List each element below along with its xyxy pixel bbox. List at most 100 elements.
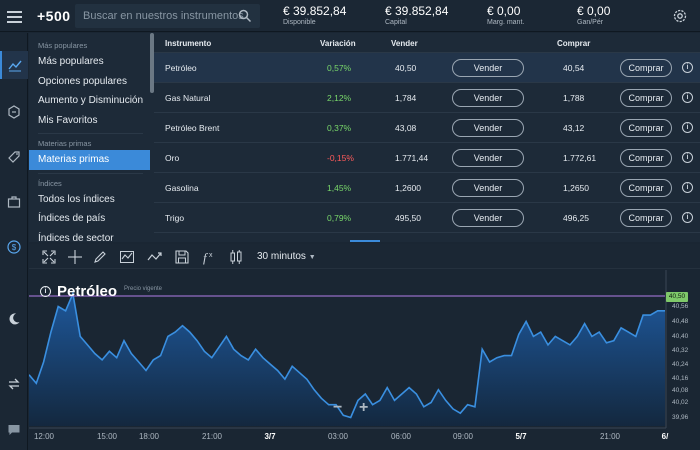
candles-icon[interactable]	[228, 249, 244, 265]
sell-button[interactable]: Vender	[452, 149, 524, 167]
swap-button[interactable]	[0, 373, 28, 395]
chat-button[interactable]	[0, 419, 28, 441]
y-tick-label: 40,16	[672, 375, 689, 382]
search-icon[interactable]	[238, 9, 252, 23]
zoom-out-button[interactable]: −	[333, 399, 343, 416]
x-tick-label: 15:00	[97, 432, 118, 441]
menu-item-rise-fall[interactable]: Aumento y Disminución	[38, 95, 144, 106]
stat-available: € 39.852,84 Disponible	[283, 4, 346, 26]
buy-button[interactable]: Comprar	[620, 119, 672, 137]
buy-button[interactable]: Comprar	[620, 149, 672, 167]
instrument-name: Gas Natural	[165, 93, 211, 103]
sell-button[interactable]: Vender	[452, 119, 524, 137]
menu-item-popular[interactable]: Más populares	[38, 56, 104, 67]
dollar-icon: $	[7, 240, 21, 254]
column-sell[interactable]: Vender	[391, 39, 418, 48]
fullscreen-icon[interactable]	[41, 249, 57, 265]
menu-divider	[38, 133, 143, 134]
menu-item-sector-indices[interactable]: Índices de sector	[38, 232, 114, 243]
column-change[interactable]: Variación	[320, 39, 356, 48]
stat-profit-loss: € 0,00 Gan/Pér	[577, 4, 610, 26]
sell-button[interactable]: Vender	[452, 59, 524, 77]
info-icon[interactable]: i	[682, 122, 693, 133]
change-value: 2,12%	[327, 93, 352, 103]
svg-text:$: $	[12, 243, 17, 252]
x-tick-label: 21:00	[600, 432, 621, 441]
chevron-down-icon: ▼	[308, 254, 316, 261]
nav-rail: $	[0, 33, 28, 450]
menu-item-commodities[interactable]: Materias primas	[29, 150, 150, 170]
buy-button[interactable]: Comprar	[620, 59, 672, 77]
info-icon[interactable]: i	[40, 286, 51, 297]
x-tick-label: 6/	[662, 432, 669, 441]
save-icon[interactable]	[174, 249, 190, 265]
table-scroll-indicator	[350, 240, 380, 242]
svg-text:f: f	[203, 250, 209, 265]
y-tick-label: 40,40	[672, 333, 689, 340]
timeframe-value: 30 minutos	[257, 251, 306, 262]
chart-canvas[interactable]: 40,56 40,48 40,40 40,32 40,24 40,16 40,08 40,02…	[29, 270, 700, 450]
scroll-thumb[interactable]	[150, 33, 154, 93]
buy-button[interactable]: Comprar	[620, 179, 672, 197]
menu-item-country-indices[interactable]: Índices de país	[38, 213, 106, 224]
chart-instrument-name: Petróleo	[57, 283, 118, 300]
price-area	[29, 293, 665, 426]
crosshair-icon[interactable]	[67, 249, 83, 265]
buy-button[interactable]: Comprar	[620, 209, 672, 227]
column-buy[interactable]: Comprar	[557, 39, 591, 48]
nav-portfolio[interactable]	[0, 188, 28, 216]
y-tick-label: 40,02	[672, 399, 689, 406]
swap-icon	[8, 378, 20, 390]
instrument-name: Trigo	[165, 213, 185, 223]
nav-tag[interactable]	[0, 143, 28, 171]
timeframe-select[interactable]: 30 minutos ▼	[257, 251, 316, 262]
table-row[interactable]: Petróleo 0,57% 40,50 Vender 40,54 Comprar i	[154, 53, 700, 83]
sell-price: 1.771,44	[395, 153, 429, 163]
pencil-icon[interactable]	[92, 249, 108, 265]
instrument-name: Petróleo Brent	[165, 123, 220, 133]
column-instrument[interactable]: Instrumento	[165, 39, 212, 48]
nav-chart[interactable]	[0, 51, 28, 79]
menu-item-favorites[interactable]: Mis Favoritos	[38, 114, 98, 126]
nav-dollar[interactable]: $	[0, 233, 28, 261]
info-icon[interactable]: i	[682, 152, 693, 163]
stat-value: € 0,00	[487, 4, 521, 18]
sell-button[interactable]: Vender	[452, 179, 524, 197]
gear-icon[interactable]	[672, 8, 688, 24]
search-input[interactable]: Buscar en nuestros instrumentos	[75, 4, 260, 28]
buy-button[interactable]: Comprar	[620, 89, 672, 107]
zoom-in-button[interactable]: +	[359, 399, 369, 416]
theme-toggle[interactable]	[0, 308, 28, 330]
table-row[interactable]: Oro -0,15% 1.771,44 Vender 1.772,61 Comprar i	[154, 143, 700, 173]
info-icon[interactable]: i	[682, 212, 693, 223]
sell-button[interactable]: Vender	[452, 89, 524, 107]
table-header: Instrumento Variación Vender Comprar	[154, 33, 700, 53]
buy-price: 1.772,61	[563, 153, 597, 163]
menu-item-popular-options[interactable]: Opciones populares	[38, 75, 127, 87]
stat-capital: € 39.852,84 Capital	[385, 4, 448, 26]
category-menu: Más populares Más populares Opciones pop…	[29, 33, 150, 242]
menu-icon[interactable]	[7, 11, 22, 23]
table-row[interactable]: Gas Natural 2,12% 1,784 Vender 1,788 Comprar i	[154, 83, 700, 113]
price-line-label: Precio vigente	[124, 286, 163, 292]
nav-trade[interactable]	[0, 98, 28, 126]
table-row[interactable]: Petróleo Brent 0,37% 43,08 Vender 43,12 Compr…	[154, 113, 700, 143]
info-icon[interactable]: i	[682, 62, 693, 73]
info-icon[interactable]: i	[682, 92, 693, 103]
trade-icon	[8, 105, 20, 119]
price-line	[29, 290, 665, 419]
trend-icon[interactable]	[147, 249, 163, 265]
table-row[interactable]: Gasolina 1,45% 1,2600 Vender 1,2650 Comprar i	[154, 173, 700, 203]
sell-button[interactable]: Vender	[452, 209, 524, 227]
table-row[interactable]: Trigo 0,79% 495,50 Vender 496,25 Comprar i	[154, 203, 700, 233]
indicator-icon[interactable]	[119, 249, 135, 265]
y-tick-label: 40,32	[672, 347, 689, 354]
x-tick-label: 12:00	[34, 432, 55, 441]
menu-scrollbar[interactable]	[150, 33, 154, 242]
menu-item-all-indices[interactable]: Todos los índices	[38, 193, 115, 205]
price-chart[interactable]: 40,56 40,48 40,40 40,32 40,24 40,16 40,08 40,02…	[29, 270, 700, 450]
buy-price: 43,12	[563, 123, 585, 133]
info-icon[interactable]: i	[682, 182, 693, 193]
x-tick-label: 06:00	[391, 432, 412, 441]
